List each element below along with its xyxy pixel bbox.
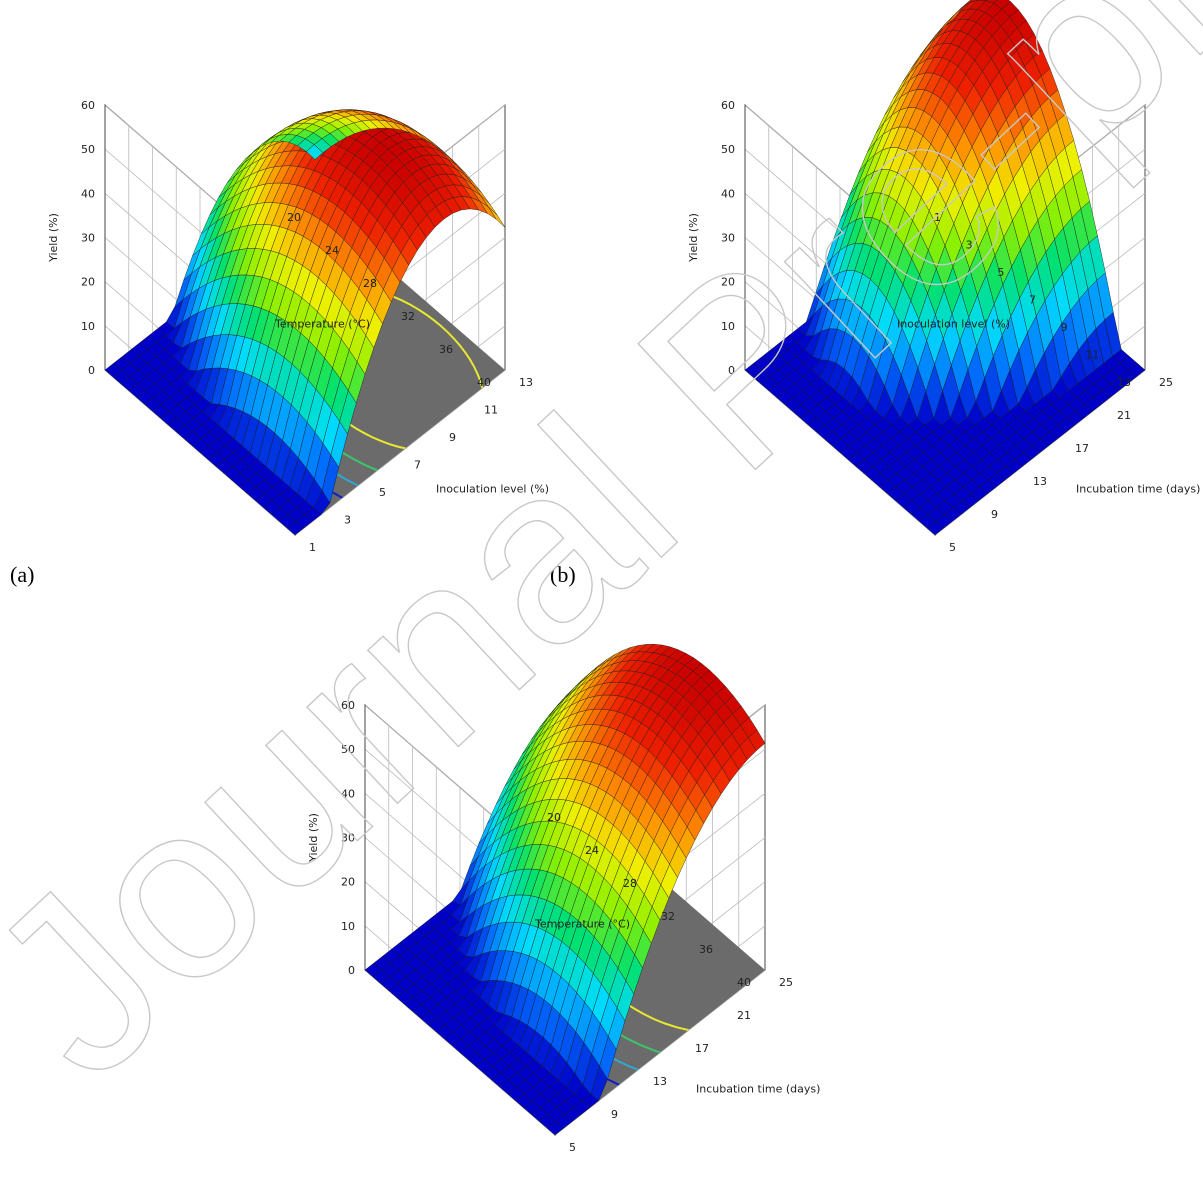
right-axis-tick-label: 21	[1117, 409, 1131, 422]
right-axis-tick-label: 9	[449, 431, 456, 444]
left-axis-tick-label: 11	[1085, 349, 1099, 362]
z-tick-label: 50	[341, 743, 355, 756]
right-axis-tick-label: 13	[653, 1075, 667, 1088]
left-axis-tick-label: 13	[1117, 376, 1131, 389]
right-axis-label: Inoculation level (%)	[436, 483, 549, 496]
surface-svg: 0 10 20 30 40 50 60 Yield (%) 20 24 28 32 36 40 Temper…	[47, 99, 549, 554]
z-tick-label: 40	[81, 187, 95, 200]
z-tick-label: 60	[721, 99, 735, 112]
right-axis-tick-label: 25	[779, 976, 793, 989]
surface-patch	[306, 144, 324, 160]
surface-patch	[566, 679, 584, 697]
surface-plot-c: 0 10 20 30 40 50 60 Yield (%) 20 24 28 32 36 40 Temper…	[260, 600, 820, 1180]
right-axis-tick-label: 13	[1033, 475, 1047, 488]
right-axis-label: Incubation time (days)	[696, 1083, 820, 1096]
right-axis-tick-label: 5	[949, 541, 956, 554]
left-axis-label: Temperature (°C)	[534, 918, 630, 931]
z-tick-label: 50	[721, 143, 735, 156]
right-axis-tick-label: 21	[737, 1009, 751, 1022]
z-axis-label: Yield (%)	[307, 813, 320, 863]
z-tick-label: 10	[341, 920, 355, 933]
left-axis-tick-label: 24	[325, 244, 339, 257]
left-axis-tick-label: 36	[699, 943, 713, 956]
right-axis-label: Incubation time (days)	[1076, 483, 1200, 496]
left-axis-label: Inoculation level (%)	[897, 318, 1010, 331]
left-axis-tick-label: 20	[547, 811, 561, 824]
left-axis-tick-label: 5	[997, 266, 1004, 279]
left-axis-tick-label: 36	[439, 343, 453, 356]
left-axis-tick-label: 3	[966, 239, 973, 252]
left-axis-tick-label: 32	[661, 910, 675, 923]
right-axis-tick-label: 7	[414, 459, 421, 472]
z-axis-label: Yield (%)	[687, 213, 700, 263]
surface-patch	[946, 7, 964, 26]
z-tick-label: 40	[721, 187, 735, 200]
right-axis-tick-label: 9	[991, 508, 998, 521]
z-tick-label: 40	[341, 787, 355, 800]
surface-svg: 0 10 20 30 40 50 60 Yield (%) 20 24 28 32 36 40 Temper…	[307, 643, 820, 1154]
z-tick-label: 0	[348, 964, 355, 977]
left-axis-tick-label: 9	[1061, 321, 1068, 334]
z-tick-label: 10	[721, 320, 735, 333]
z-tick-label: 30	[341, 832, 355, 845]
z-axis-label: Yield (%)	[47, 213, 60, 263]
z-tick-label: 10	[81, 320, 95, 333]
left-axis-tick-label: 28	[363, 277, 377, 290]
left-axis-tick-label: 32	[401, 310, 415, 323]
right-axis-tick-label: 1	[309, 541, 316, 554]
surface-plot-a: 0 10 20 30 40 50 60 Yield (%) 20 24 28 32 36 40 Temper…	[0, 0, 560, 560]
z-tick-label: 30	[81, 232, 95, 245]
left-axis-tick-label: 7	[1029, 294, 1036, 307]
panel-label-a: (a)	[10, 562, 35, 587]
left-axis-tick-label: 20	[287, 211, 301, 224]
z-tick-label: 60	[341, 699, 355, 712]
z-tick-label: 20	[341, 876, 355, 889]
left-axis-tick-label: 24	[585, 844, 599, 857]
left-axis-tick-label: 40	[737, 976, 751, 989]
response-surface	[364, 643, 766, 1136]
right-axis-tick-label: 17	[695, 1042, 709, 1055]
panel-label-b: (b)	[550, 562, 576, 587]
z-tick-label: 0	[88, 364, 95, 377]
surface-patch	[993, 0, 1011, 10]
left-axis-tick-label: 1	[934, 211, 941, 224]
left-axis-tick-label: 28	[623, 877, 637, 890]
z-tick-label: 20	[81, 276, 95, 289]
surface-patch	[985, 0, 998, 4]
response-surface	[104, 109, 506, 536]
right-axis-tick-label: 5	[379, 486, 386, 499]
right-axis-tick-label: 13	[519, 376, 533, 389]
right-axis-tick-label: 5	[569, 1141, 576, 1154]
z-tick-label: 0	[728, 364, 735, 377]
z-tick-label: 50	[81, 143, 95, 156]
left-axis-label: Temperature (°C)	[274, 318, 370, 331]
right-axis-tick-label: 17	[1075, 442, 1089, 455]
surface-patch	[488, 206, 506, 228]
surface-patch	[969, 0, 979, 3]
right-axis-tick-label: 9	[611, 1108, 618, 1121]
right-axis-tick-label: 25	[1159, 376, 1173, 389]
response-surface	[744, 0, 1146, 536]
right-axis-tick-label: 3	[344, 514, 351, 527]
z-tick-label: 20	[721, 276, 735, 289]
z-tick-label: 30	[721, 232, 735, 245]
left-axis-tick-label: 40	[477, 376, 491, 389]
surface-plot-b: 0 10 20 30 40 50 60 Yield (%) 1 3 5 7 9 11 13 Inoculati…	[640, 0, 1200, 560]
z-tick-label: 60	[81, 99, 95, 112]
right-axis-tick-label: 11	[484, 404, 498, 417]
